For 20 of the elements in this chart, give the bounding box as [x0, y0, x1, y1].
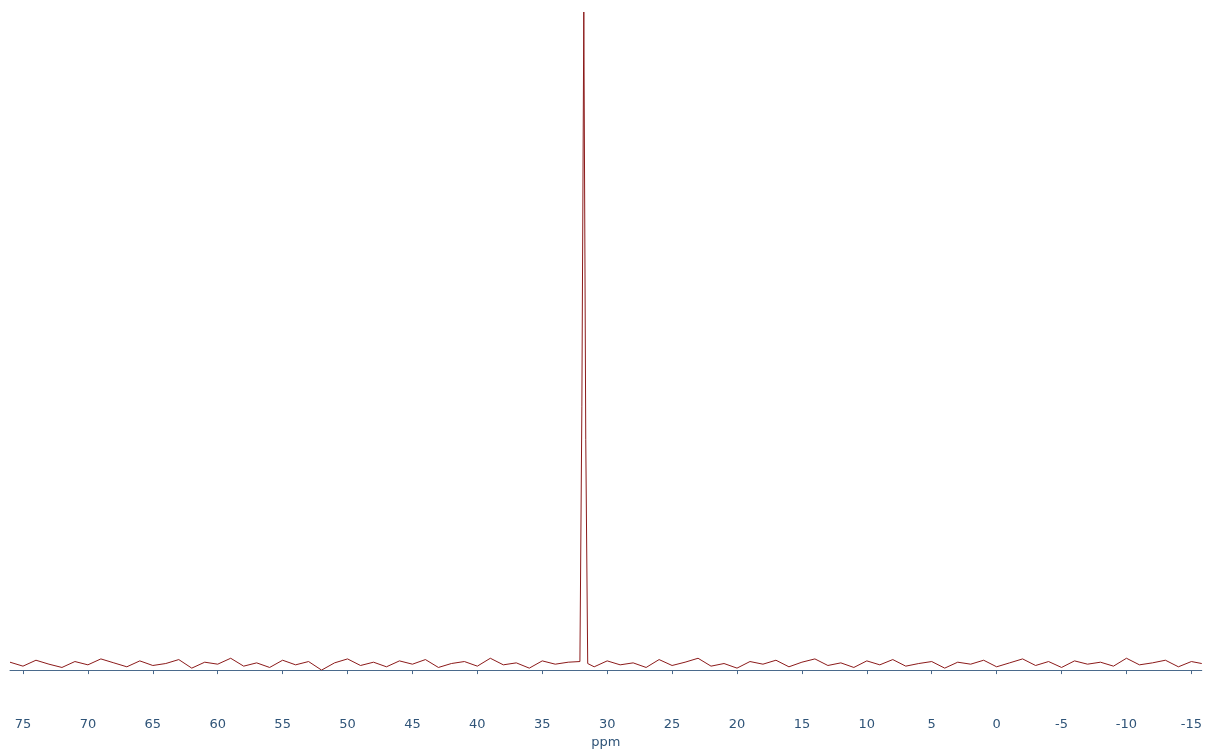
x-tick-label: 30 [598, 716, 616, 732]
x-tick-label: 50 [339, 716, 356, 732]
x-tick-label: 40 [469, 716, 486, 732]
x-tick-label: 75 [14, 716, 32, 732]
x-tick-label: -10 [1115, 716, 1138, 732]
x-tick-label: 10 [858, 716, 876, 732]
x-tick-label: 45 [404, 716, 421, 732]
x-tick-label: 70 [79, 716, 97, 732]
x-tick-label: 60 [209, 716, 226, 732]
x-tick-label: -15 [1180, 716, 1202, 732]
x-tick-label: 0 [992, 716, 1001, 732]
x-tick-label: -5 [1055, 716, 1069, 732]
x-tick-label: 55 [274, 716, 291, 732]
x-tick-label: 25 [663, 716, 681, 732]
x-tick-label: 65 [144, 716, 162, 732]
x-tick-label: 5 [927, 716, 936, 732]
x-axis-title: ppm [591, 734, 621, 749]
x-tick-label: 35 [533, 716, 551, 732]
x-tick-label: 15 [793, 716, 811, 732]
x-tick-label: 20 [728, 716, 746, 732]
